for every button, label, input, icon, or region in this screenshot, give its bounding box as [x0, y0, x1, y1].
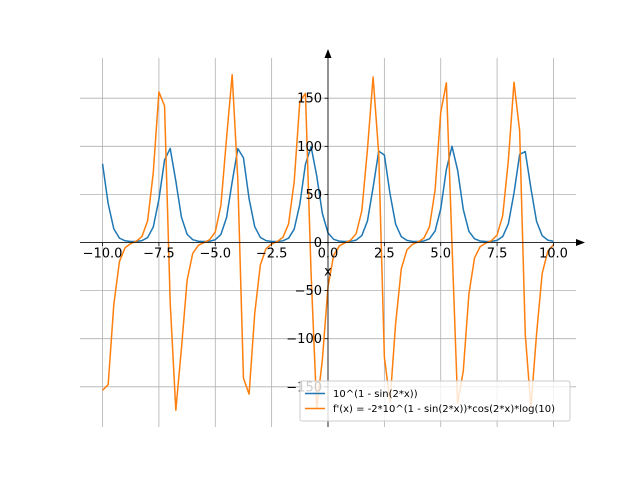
legend-box [299, 380, 571, 422]
x-tick-label: −2.5 [256, 247, 288, 262]
x-axis-arrow [576, 239, 585, 246]
y-tick-label: 50 [305, 188, 322, 203]
y-tick-label: −50 [295, 284, 322, 299]
y-axis-arrow [324, 49, 332, 58]
legend-label: f'(x) = -2*10^(1 - sin(2*x))*cos(2*x)*lo… [333, 404, 555, 415]
legend-label: 10^(1 - sin(2*x)) [333, 389, 418, 400]
x-tick-label: 2.5 [374, 247, 395, 262]
x-tick-label: −7.5 [143, 247, 175, 262]
x-tick-label: 10.0 [539, 247, 568, 262]
y-tick-label: 100 [297, 140, 322, 155]
x-tick-label: 7.5 [487, 247, 508, 262]
x-tick-label: −5.0 [199, 247, 231, 262]
y-tick-label: −100 [286, 332, 322, 347]
x-tick-label: 5.0 [430, 247, 451, 262]
legend: 10^(1 - sin(2*x)) f'(x) = -2*10^(1 - sin(… [299, 380, 571, 422]
x-tick-label: −10.0 [83, 247, 123, 262]
y-tick-label: 0 [314, 236, 322, 251]
y-tick-label: 150 [297, 92, 322, 107]
x-axis-label: x [324, 265, 332, 280]
